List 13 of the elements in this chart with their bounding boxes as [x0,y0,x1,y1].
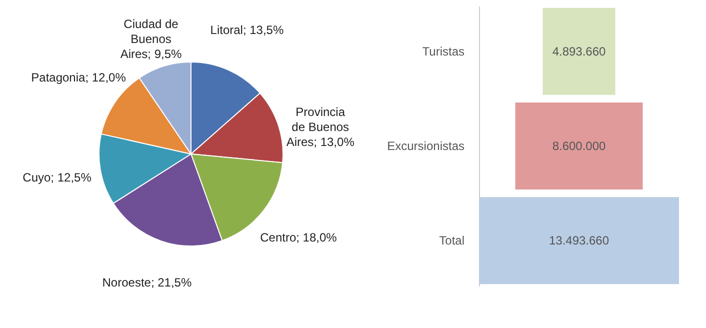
category-label: Excursionistas [387,139,464,153]
slice-label: Provincia de Buenos Aires; 13,0% [286,104,355,149]
slice-label: Patagonia; 12,0% [31,70,126,85]
slice-label: Ciudad de Buenos Aires; 9,5% [120,17,182,62]
data-label: 13.493.660 [548,234,610,248]
category-label: Turistas [422,44,464,58]
data-label: 4.893.660 [552,44,606,58]
category-label: Total [439,234,464,248]
slice-label: Centro; 18,0% [260,230,338,244]
slice-label: Noroeste; 21,5% [102,276,192,290]
slice-label: Cuyo; 12,5% [22,170,92,184]
slice-label: Litoral; 13,5% [210,23,284,38]
data-label: 8.600.000 [552,139,606,153]
